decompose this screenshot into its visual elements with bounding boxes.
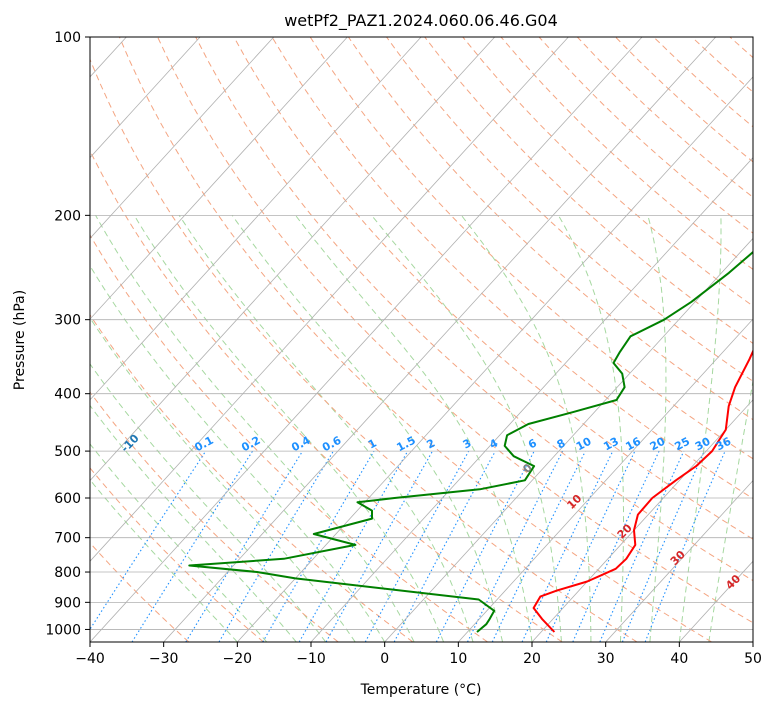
pressure-grid (90, 37, 753, 630)
chart-title: wetPf2_PAZ1.2024.060.06.46.G04 (284, 11, 558, 31)
isotherm-line (531, 399, 753, 642)
dry-adiabat-line (347, 37, 753, 421)
dry-adiabat-line (118, 37, 712, 642)
plot-area: 0.10.20.40.611.52346810131620253036-100-… (90, 37, 753, 642)
x-axis: −40 −30 −20 −10 0 10 20 30 40 50 (75, 642, 762, 667)
y-tick-label: 1000 (45, 622, 81, 638)
isotherm-line (90, 37, 496, 482)
isotherm-line (90, 37, 201, 159)
mixing-ratio-line (621, 450, 705, 642)
dry-adiabat-line (90, 467, 264, 642)
dry-adiabat-line (309, 37, 753, 460)
y-tick-label: 100 (54, 30, 81, 46)
moist-adiabat-line (90, 404, 297, 642)
moist-adiabat-line (95, 215, 415, 642)
mixing-ratio-label: 25 (672, 435, 692, 454)
moist-adiabat-line (90, 443, 268, 642)
x-tick-label: −10 (296, 651, 326, 667)
dry-adiabat-line (271, 37, 753, 500)
y-tick-label: 900 (54, 595, 81, 611)
mixing-ratio-label: 36 (714, 435, 734, 454)
dry-adiabat-line (90, 149, 563, 642)
y-axis: 100 200 300 400 500 600 700 800 900 1000 (45, 30, 90, 638)
x-tick-label: 30 (597, 651, 615, 667)
x-tick-label: 0 (380, 651, 389, 667)
temperature-profile-line (532, 348, 753, 633)
moist-adiabats (90, 214, 753, 642)
mixing-ratio-label: 10 (574, 435, 594, 454)
x-tick-label: 20 (523, 651, 541, 667)
moist-adiabat-line (678, 215, 722, 642)
mixing-ratio-label: 16 (623, 435, 643, 454)
x-tick-label: −20 (223, 651, 253, 667)
moist-adiabat-line (90, 317, 356, 642)
isotherm-line (605, 479, 753, 642)
isotherm-line (90, 37, 275, 239)
moist-adiabat-line (90, 264, 386, 642)
moist-adiabat-line (231, 215, 503, 642)
y-tick-label: 200 (54, 208, 81, 224)
moist-adiabat-line (133, 215, 445, 642)
mixing-ratio-label: 20 (648, 435, 668, 454)
moist-adiabat-line (708, 378, 753, 642)
moist-adiabat-line (461, 214, 592, 642)
mixing-ratio-line (90, 450, 207, 631)
isotherms (90, 37, 753, 642)
y-axis-label: Pressure (hPa) (12, 290, 28, 390)
mixing-ratio-label: 13 (601, 435, 621, 454)
mixing-ratio-label: 30 (693, 435, 713, 454)
y-tick-label: 500 (54, 444, 81, 460)
y-tick-label: 600 (54, 491, 81, 507)
isotherm-line (90, 37, 348, 320)
profiles (188, 250, 753, 633)
dry-adiabat-line (157, 37, 753, 624)
y-tick-label: 400 (54, 387, 81, 403)
mixing-ratio-line (467, 450, 564, 642)
plot-frame (89, 36, 754, 643)
isotherm-line (237, 76, 753, 642)
isotherm-line (163, 37, 717, 642)
mixing-ratio-line (599, 450, 685, 642)
moist-adiabat-line (90, 479, 238, 642)
x-tick-label: −30 (149, 651, 179, 667)
moist-adiabat-line (647, 215, 667, 642)
x-tick-label: 40 (670, 651, 688, 667)
dry-adiabat-line (90, 58, 638, 642)
y-tick-label: 800 (54, 565, 81, 581)
isotherm-line (90, 37, 422, 401)
dry-adiabat-line (195, 37, 753, 582)
mixing-ratio-line (572, 450, 660, 642)
mixing-ratio-line (131, 450, 254, 642)
x-tick-label: 50 (744, 651, 762, 667)
moist-adiabat-line (371, 214, 562, 642)
x-tick-label: 10 (449, 651, 467, 667)
mixing-ratio-lines (90, 450, 726, 642)
isotherm-line (90, 37, 643, 642)
mixing-ratio-line (325, 450, 433, 642)
mixing-ratio-line (185, 450, 304, 642)
isotherm-line (458, 318, 753, 642)
mixing-ratio-line (364, 450, 470, 642)
isotherm-line (90, 37, 569, 562)
y-tick-label: 300 (54, 313, 81, 329)
moist-adiabat-line (557, 215, 624, 642)
mixing-ratio-line (393, 450, 496, 642)
isotherm-line (384, 237, 753, 642)
x-axis-label: Temperature (°C) (360, 682, 482, 698)
y-tick-label: 700 (54, 531, 81, 547)
x-tick-label: −40 (75, 651, 105, 667)
dewpoint-profile-line (188, 250, 753, 633)
dry-adiabat-line (90, 234, 488, 642)
isotherm-line (310, 157, 753, 642)
dry-adiabat-line (386, 37, 753, 382)
dry-adiabat-line (90, 542, 190, 642)
